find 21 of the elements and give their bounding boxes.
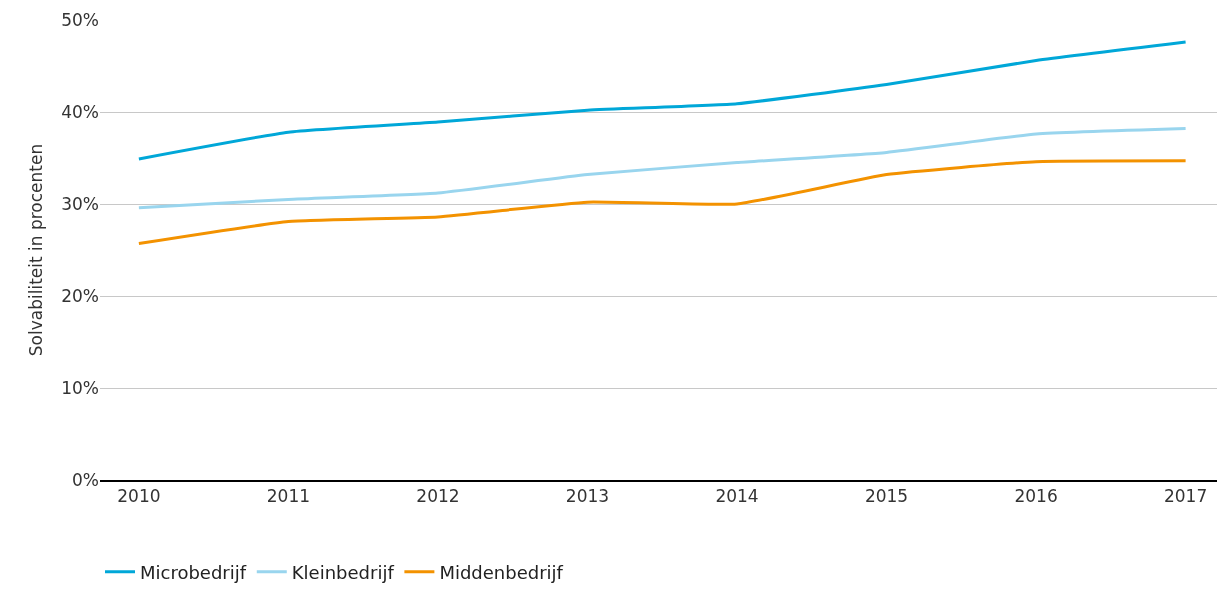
y-tick-label: 40% xyxy=(61,101,99,122)
y-tick-label: 0% xyxy=(72,469,99,490)
line-series xyxy=(137,159,1188,246)
y-tick-label: 10% xyxy=(61,377,99,398)
x-tick-label: 2013 xyxy=(565,486,610,507)
x-tick-label: 2017 xyxy=(1163,486,1208,507)
x-tick-label: 2016 xyxy=(1014,486,1058,507)
y-tick-label: 30% xyxy=(61,193,99,214)
legend-label: Kleinbedrijf xyxy=(291,561,395,583)
legend-label: Middenbedrijf xyxy=(439,561,564,583)
x-tick-label: 2012 xyxy=(416,486,460,507)
x-tick-label: 2010 xyxy=(117,486,161,507)
legend-label: Microbedrijf xyxy=(140,561,247,583)
x-tick-label: 2014 xyxy=(715,486,759,507)
line-series xyxy=(137,40,1188,161)
y-tick-label: 20% xyxy=(61,285,99,306)
x-tick-label: 2015 xyxy=(864,486,909,507)
line-series xyxy=(137,127,1188,210)
y-axis-title: Solvabiliteit in procenten xyxy=(25,143,46,357)
x-tick-label: 2011 xyxy=(266,486,311,507)
y-tick-label: 50% xyxy=(61,9,99,30)
